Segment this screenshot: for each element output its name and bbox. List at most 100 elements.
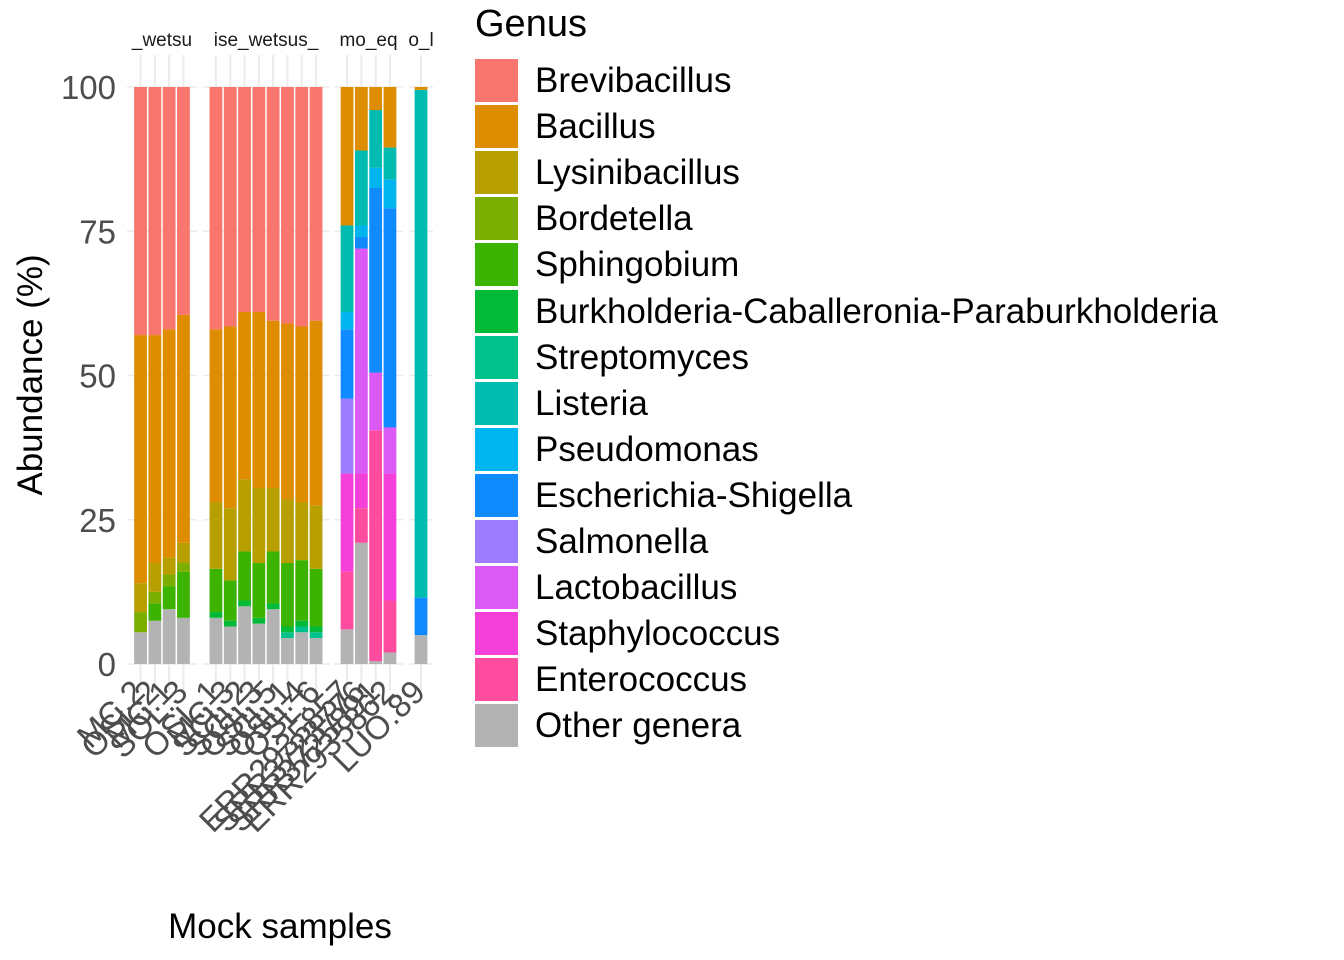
legend-item: Staphylococcus: [475, 612, 1335, 658]
bar-segment-listeria: [414, 89, 428, 598]
bar-segment-brevibacillus: [252, 87, 266, 313]
bar-segment-brevibacillus: [148, 87, 162, 336]
bar-segment-burkholderia-caballeronia-paraburkholderia: [295, 620, 309, 627]
bar-segment-streptomyces: [295, 626, 309, 633]
legend-swatch: [475, 612, 518, 656]
legend-item: Other genera: [475, 704, 1335, 750]
bar-segment-staphylococcus: [340, 473, 354, 572]
legend-item: Burkholderia-Caballeronia-Paraburkholder…: [475, 289, 1335, 336]
bar-segment-other-genera: [295, 632, 309, 664]
panel-strip-label: mo_eq: [339, 30, 397, 51]
bar-segment-lactobacillus: [383, 427, 397, 474]
bar-segment-bacillus: [414, 87, 428, 90]
bar-segment-listeria: [369, 110, 383, 168]
bar-segment-brevibacillus: [134, 87, 147, 336]
legend-item: Listeria: [475, 381, 1335, 428]
bar-segment-sphingobium: [162, 586, 176, 610]
x-axis: MC.2OSL.2MC.1SOL.3OSL.1MC.3SCL.2SCL.3OSL…: [70, 673, 432, 839]
y-tick-label: 50: [79, 358, 116, 395]
bar-segment-other-genera: [369, 661, 383, 664]
bar-segment-burkholderia-caballeronia-paraburkholderia: [209, 612, 223, 618]
bar-segment-lysinibacillus: [295, 502, 309, 561]
legend-label: Listeria: [535, 383, 648, 423]
legend-item: Lysinibacillus: [475, 151, 1335, 197]
legend-swatch: [475, 520, 518, 563]
bar-segment-sphingobium: [238, 551, 251, 601]
bar-segment-enterococcus: [383, 600, 397, 653]
bar-segment-other-genera: [383, 652, 397, 664]
legend-swatch: [475, 704, 518, 748]
bar-segment-other-genera: [266, 609, 280, 664]
legend-label: Other genera: [535, 706, 742, 746]
bar-segment-escherichia-shigella: [369, 187, 383, 373]
bar-segment-brevibacillus: [238, 87, 251, 313]
panel-strip-label: o_l: [408, 30, 433, 51]
bar-segment-staphylococcus: [383, 473, 397, 601]
bar-segment-other-genera: [238, 606, 251, 664]
bar-segment-other-genera: [148, 620, 162, 664]
bar-segment-listeria: [354, 150, 368, 226]
legend-swatch: [475, 151, 518, 195]
bar-segment-staphylococcus: [354, 473, 368, 509]
y-tick-label: 0: [98, 646, 116, 683]
panel-strip-label: _wetsu: [131, 30, 192, 51]
bar-segment-bacillus: [340, 87, 354, 226]
bar-segment-burkholderia-caballeronia-paraburkholderia: [223, 620, 237, 627]
bar-segment-other-genera: [223, 626, 237, 664]
legend-label: Bacillus: [535, 107, 656, 147]
legend-label: Pseudomonas: [535, 429, 759, 469]
bar-segment-pseudomonas: [354, 225, 368, 238]
bar-segment-brevibacillus: [177, 87, 190, 315]
bar-segment-other-genera: [309, 638, 323, 664]
bar-segment-escherichia-shigella: [383, 208, 397, 428]
bar-segment-bacillus: [354, 87, 368, 151]
bar-segment-lysinibacillus: [209, 502, 223, 569]
bar-segment-bordetella: [148, 591, 162, 604]
legend-label: Escherichia-Shigella: [535, 475, 853, 515]
legend-item: Bordetella: [475, 197, 1335, 243]
bar-segment-brevibacillus: [266, 87, 280, 321]
bar-segment-listeria: [383, 147, 397, 180]
bar-segment-other-genera: [281, 638, 294, 664]
legend-item: Pseudomonas: [475, 427, 1335, 474]
bar-segment-other-genera: [354, 542, 368, 664]
bar-segment-enterococcus: [369, 430, 383, 662]
bar-segment-bacillus: [266, 320, 280, 489]
bar-segment-brevibacillus: [295, 87, 309, 327]
y-tick-label: 25: [79, 502, 116, 539]
legend-label: Sphingobium: [535, 245, 740, 285]
bar-segment-bacillus: [369, 87, 383, 111]
bar-segment-bordetella: [177, 563, 190, 572]
legend-item: Brevibacillus: [475, 59, 1335, 105]
bar-segment-burkholderia-caballeronia-paraburkholderia: [238, 600, 251, 607]
y-tick-label: 75: [79, 213, 116, 250]
legend-swatch: [475, 243, 518, 287]
bar-segment-lysinibacillus: [148, 563, 162, 592]
legend-item: Bacillus: [475, 105, 1335, 151]
panel-strip-label: ise_wetsus_: [214, 30, 319, 51]
legend-label: Brevibacillus: [535, 61, 732, 100]
legend-label: Streptomyces: [535, 337, 749, 377]
legend-item: Escherichia-Shigella: [475, 473, 1335, 520]
legend-swatch: [475, 381, 518, 425]
bar-segment-sphingobium: [177, 571, 190, 618]
bar-segment-lysinibacillus: [238, 479, 251, 552]
bar-segment-other-genera: [252, 623, 266, 664]
bar-segment-bacillus: [148, 335, 162, 564]
bar-segment-other-genera: [177, 617, 190, 664]
legend-label: Staphylococcus: [535, 614, 781, 654]
bar-segment-other-genera: [134, 632, 147, 664]
bar-segment-enterococcus: [340, 571, 354, 630]
bar-segment-bacillus: [309, 320, 323, 506]
bar-segment-lysinibacillus: [177, 542, 190, 564]
legend-swatch: [475, 427, 518, 471]
bar-segment-other-genera: [162, 609, 176, 664]
bar-segment-bacillus: [281, 323, 294, 500]
bar-segment-lysinibacillus: [266, 488, 280, 552]
bar-segment-bacillus: [209, 329, 223, 503]
legend-swatch: [475, 59, 518, 102]
y-tick-label: 100: [61, 69, 116, 106]
bar-segment-lysinibacillus: [252, 488, 266, 564]
bar-segment-sphingobium: [252, 563, 266, 618]
bar-segment-listeria: [340, 225, 354, 313]
